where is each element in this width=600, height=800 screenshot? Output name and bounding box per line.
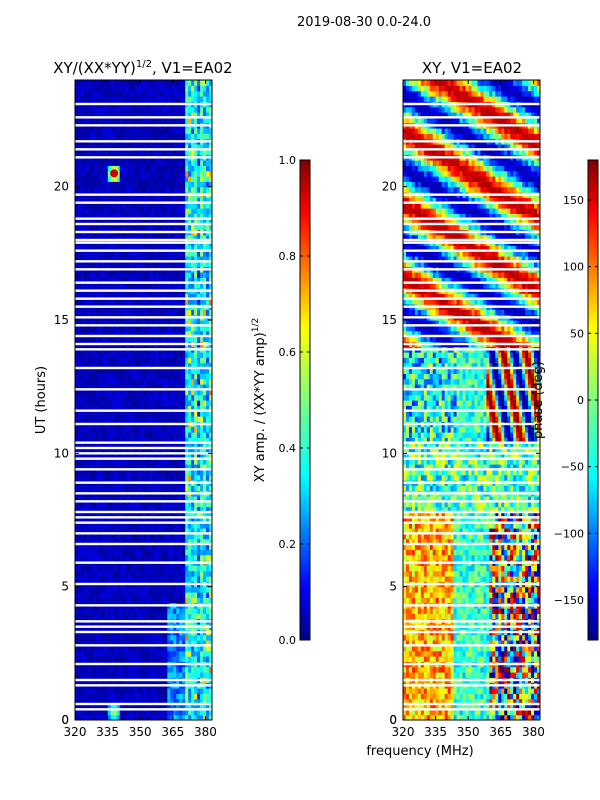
y-tick-label: 0 bbox=[389, 713, 397, 727]
figure-suptitle: 2019-08-30 0.0-24.0 bbox=[297, 15, 431, 30]
x-tick-label: 350 bbox=[129, 725, 152, 739]
left-panel-frame bbox=[74, 79, 213, 721]
left-title-main: XY/(XX*YY) bbox=[53, 59, 136, 77]
x-tick-label: 365 bbox=[161, 725, 184, 739]
left-hotspot bbox=[110, 169, 119, 178]
right-colorbar-ticks: −150 −100 −50 0 50 100 150 bbox=[554, 194, 598, 607]
x-tick-label: 320 bbox=[392, 725, 415, 739]
y-tick-label: 20 bbox=[54, 180, 69, 194]
colorbar-tick-label: 100 bbox=[563, 261, 584, 274]
x-tick-label: 365 bbox=[489, 725, 512, 739]
x-tick-label: 380 bbox=[522, 725, 545, 739]
colorbar-tick-label: −50 bbox=[561, 461, 584, 474]
x-tick-label: 335 bbox=[96, 725, 119, 739]
y-tick-label: 5 bbox=[389, 580, 397, 594]
left-title-exp: 1/2 bbox=[136, 59, 152, 70]
left-panel-title: XY/(XX*YY)1/2, V1=EA02 bbox=[53, 59, 232, 77]
right-panel-frame bbox=[402, 79, 541, 721]
left-heatmap-image bbox=[75, 80, 212, 720]
y-tick-label: 15 bbox=[382, 313, 397, 327]
colorbar-tick-label: 0.0 bbox=[279, 634, 297, 647]
colorbar-tick-label: 0.6 bbox=[279, 346, 297, 359]
x-tick-label: 335 bbox=[424, 725, 447, 739]
right-heatmap-image bbox=[403, 80, 540, 720]
y-tick-label: 10 bbox=[54, 446, 69, 460]
left-title-suffix: , V1=EA02 bbox=[152, 59, 233, 77]
left-colorbar-ticks: 0.0 0.2 0.4 0.6 0.8 1.0 bbox=[279, 154, 310, 647]
left-ylabel: UT (hours) bbox=[34, 366, 49, 434]
y-tick-label: 20 bbox=[382, 180, 397, 194]
x-tick-label: 350 bbox=[457, 725, 480, 739]
y-tick-label: 15 bbox=[54, 313, 69, 327]
right-panel-title: XY, V1=EA02 bbox=[422, 59, 522, 77]
shared-xlabel: frequency (MHz) bbox=[366, 744, 473, 759]
y-tick-label: 5 bbox=[61, 580, 69, 594]
colorbar-tick-label: −150 bbox=[554, 594, 584, 607]
colorbar-tick-label: 0.8 bbox=[279, 250, 297, 263]
y-tick-label-zero: 0 bbox=[389, 713, 397, 727]
colorbar-tick-label: −100 bbox=[554, 527, 584, 540]
right-colorbar-label: phase (deg) bbox=[531, 361, 546, 439]
colorbar-tick-label: 50 bbox=[570, 327, 584, 340]
y-tick-label: 0 bbox=[61, 713, 69, 727]
y-tick-label-zero: 0 bbox=[61, 713, 69, 727]
x-tick-label: 380 bbox=[194, 725, 217, 739]
left-colorbar bbox=[299, 159, 311, 641]
left-colorbar-label-main: XY amp. / (XX*YY amp) bbox=[253, 332, 268, 482]
x-tick-label: 320 bbox=[64, 725, 87, 739]
colorbar-tick-label: 0.2 bbox=[279, 538, 297, 551]
colorbar-tick-label: 1.0 bbox=[279, 154, 297, 167]
left-colorbar-label: XY amp. / (XX*YY amp)1/2 bbox=[251, 318, 268, 482]
y-tick-label: 10 bbox=[382, 446, 397, 460]
colorbar-tick-label: 0 bbox=[577, 394, 584, 407]
left-colorbar-label-exp: 1/2 bbox=[251, 318, 261, 332]
colorbar-tick-label: 0.4 bbox=[279, 442, 297, 455]
colorbar-tick-label: 150 bbox=[563, 194, 584, 207]
